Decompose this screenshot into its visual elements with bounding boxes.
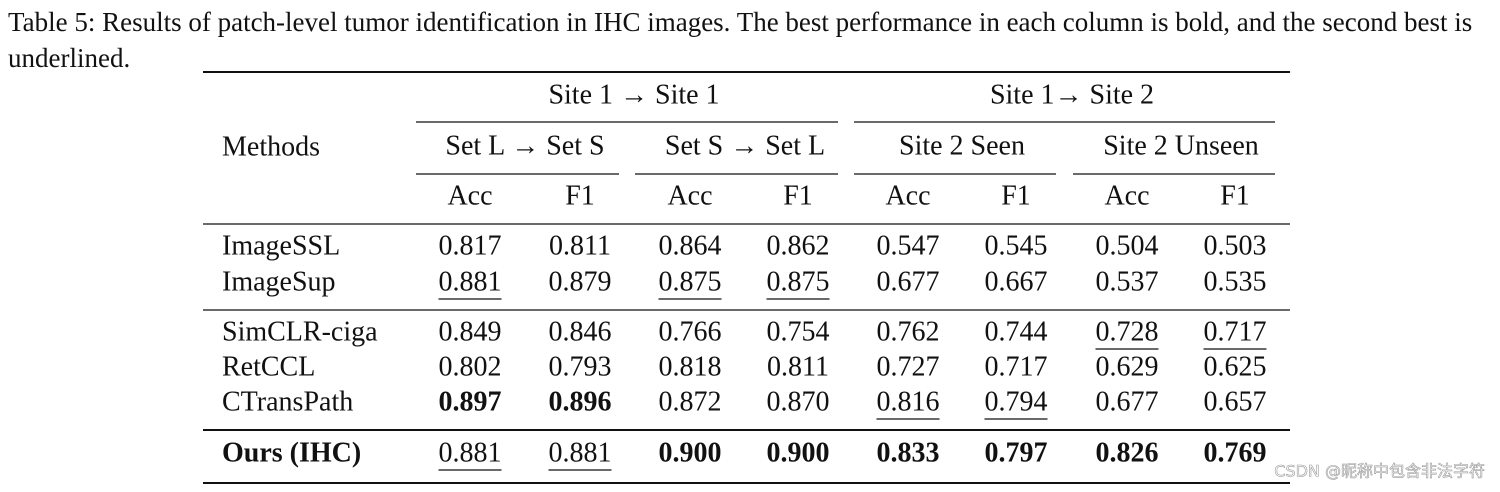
method-name: RetCCL [222, 351, 315, 382]
metric-header: F1 [1001, 180, 1031, 211]
cell: 0.817 [439, 230, 502, 261]
method-header: Methods [222, 131, 320, 162]
cell: 0.879 [549, 266, 612, 297]
cell: 0.826 [1096, 437, 1159, 468]
sub-header: Set L → Set S [445, 130, 604, 161]
cell: 0.849 [439, 316, 502, 347]
cell: 0.862 [767, 230, 830, 261]
method-name: Ours (IHC) [222, 437, 361, 468]
cell: 0.875 [659, 266, 722, 297]
sub-header: Site 2 Seen [899, 130, 1025, 161]
cell: 0.900 [767, 437, 830, 468]
cell: 0.629 [1096, 351, 1159, 382]
cell: 0.881 [439, 266, 502, 297]
cell: 0.818 [659, 351, 722, 382]
sub-header: Set S → Set L [665, 130, 825, 161]
metric-header: Acc [447, 180, 492, 211]
cell: 0.504 [1096, 230, 1159, 261]
metric-header: F1 [565, 180, 595, 211]
cell: 0.797 [985, 437, 1048, 468]
cell: 0.881 [439, 437, 502, 468]
cell: 0.766 [659, 316, 722, 347]
cell: 0.717 [1204, 316, 1267, 347]
cell: 0.727 [877, 351, 940, 382]
metric-header: Acc [667, 180, 712, 211]
group-header: Site 1 → Site 1 [548, 79, 719, 110]
cell: 0.900 [659, 437, 722, 468]
cell: 0.503 [1204, 230, 1267, 261]
cell: 0.657 [1204, 386, 1267, 417]
cell: 0.762 [877, 316, 940, 347]
cell: 0.793 [549, 351, 612, 382]
method-name: ImageSSL [222, 230, 340, 261]
cell: 0.677 [877, 266, 940, 297]
cell: 0.833 [877, 437, 940, 468]
cell: 0.744 [985, 316, 1048, 347]
cell: 0.769 [1204, 437, 1267, 468]
sub-header: Site 2 Unseen [1103, 130, 1259, 161]
watermark: CSDN @昵称中包含非法字符 [1274, 462, 1485, 481]
cell: 0.896 [549, 386, 612, 417]
method-name: CTransPath [222, 386, 353, 417]
cell: 0.545 [985, 230, 1048, 261]
cell: 0.897 [439, 386, 502, 417]
cell: 0.811 [767, 351, 829, 382]
cell: 0.537 [1096, 266, 1159, 297]
cell: 0.802 [439, 351, 502, 382]
cell: 0.625 [1204, 351, 1267, 382]
group-header: Site 1→ Site 2 [990, 79, 1154, 110]
cell: 0.872 [659, 386, 722, 417]
method-name: ImageSup [222, 266, 336, 297]
cell: 0.677 [1096, 386, 1159, 417]
cell: 0.667 [985, 266, 1048, 297]
cell: 0.846 [549, 316, 612, 347]
cell: 0.754 [767, 316, 830, 347]
cell: 0.811 [549, 230, 611, 261]
metric-header: F1 [1220, 180, 1250, 211]
cell: 0.728 [1096, 316, 1159, 347]
metric-header: F1 [783, 180, 813, 211]
cell: 0.717 [985, 351, 1048, 382]
metric-header: Acc [1104, 180, 1149, 211]
cell: 0.794 [985, 386, 1048, 417]
cell: 0.870 [767, 386, 830, 417]
cell: 0.864 [659, 230, 722, 261]
cell: 0.547 [877, 230, 940, 261]
caption: Table 5: Results of patch-level tumor id… [8, 7, 1473, 73]
cell: 0.875 [767, 266, 830, 297]
cell: 0.881 [549, 437, 612, 468]
cell: 0.535 [1204, 266, 1267, 297]
metric-header: Acc [885, 180, 930, 211]
method-name: SimCLR-ciga [222, 316, 378, 347]
cell: 0.816 [877, 386, 940, 417]
